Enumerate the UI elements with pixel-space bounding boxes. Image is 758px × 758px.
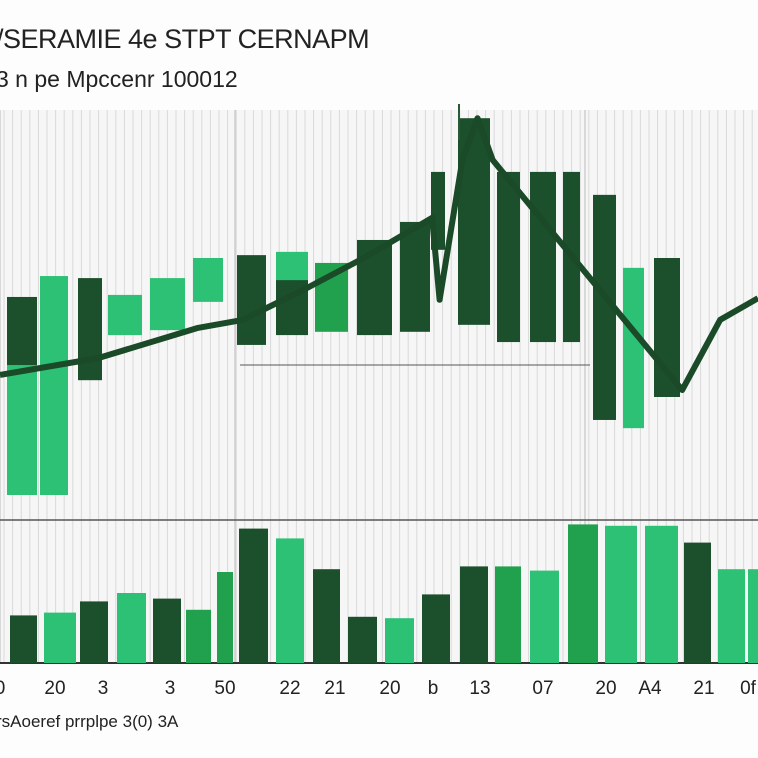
lower-bar [530, 570, 559, 663]
x-tick-label: A4 [638, 678, 662, 699]
lower-bar [186, 609, 211, 663]
lower-bar [422, 594, 450, 663]
lower-bar [645, 525, 678, 663]
x-tick-label: 20 [379, 678, 400, 699]
lower-bar [568, 524, 598, 663]
x-axis-label: rsAoeref prrplpe 3(0) 3A [0, 712, 179, 731]
upper-bar [7, 296, 37, 375]
upper-bar [78, 278, 102, 381]
lower-bar [10, 615, 37, 663]
lower-bar [217, 572, 233, 663]
lower-bar [153, 598, 181, 663]
x-tick-label: b [428, 678, 439, 699]
x-tick-label: 07 [532, 678, 553, 699]
x-tick-label: 3 [98, 678, 109, 699]
lower-bar [348, 616, 377, 663]
chart-title: /SERAMIE 4e STPT CERNAPM [0, 24, 370, 54]
lower-bar [718, 569, 745, 663]
x-tick-label: 20 [595, 678, 616, 699]
upper-bar [276, 251, 308, 286]
upper-bar [623, 267, 644, 429]
plot-background [0, 110, 758, 663]
x-tick-label: 3 [165, 678, 176, 699]
x-tick-label: 50 [214, 678, 235, 699]
lower-bar [239, 528, 268, 663]
x-tick-label: 21 [693, 678, 714, 699]
lower-bar [313, 569, 340, 663]
x-tick-label: 0f [740, 678, 757, 699]
lower-bar [460, 566, 488, 663]
upper-bar [7, 365, 37, 495]
lower-bar [684, 542, 711, 663]
upper-bar [193, 258, 223, 302]
x-tick-label: 21 [324, 678, 345, 699]
lower-bar [44, 612, 76, 663]
x-tick-label: 22 [279, 678, 300, 699]
lower-bar [495, 566, 521, 663]
chart-subtitle: 3 n pe Mpccenr 100012 [0, 66, 238, 92]
upper-bar [150, 278, 185, 331]
x-tick-label: 0 [0, 678, 5, 699]
upper-bar [40, 276, 68, 495]
upper-bar [497, 171, 520, 343]
lower-bar [276, 538, 304, 663]
upper-bar [593, 194, 616, 420]
lower-bar [385, 618, 414, 663]
upper-bar [237, 255, 266, 345]
upper-bar [400, 221, 430, 332]
lower-bar [80, 601, 108, 663]
lower-bar [117, 593, 146, 663]
trend-line [0, 115, 758, 393]
upper-bar [458, 118, 490, 325]
lower-bar [605, 525, 637, 663]
lower-bar [748, 569, 758, 663]
upper-bar [530, 171, 556, 343]
x-tick-label: 13 [469, 678, 490, 699]
x-tick-label: 20 [44, 678, 65, 699]
upper-bar [108, 294, 142, 336]
